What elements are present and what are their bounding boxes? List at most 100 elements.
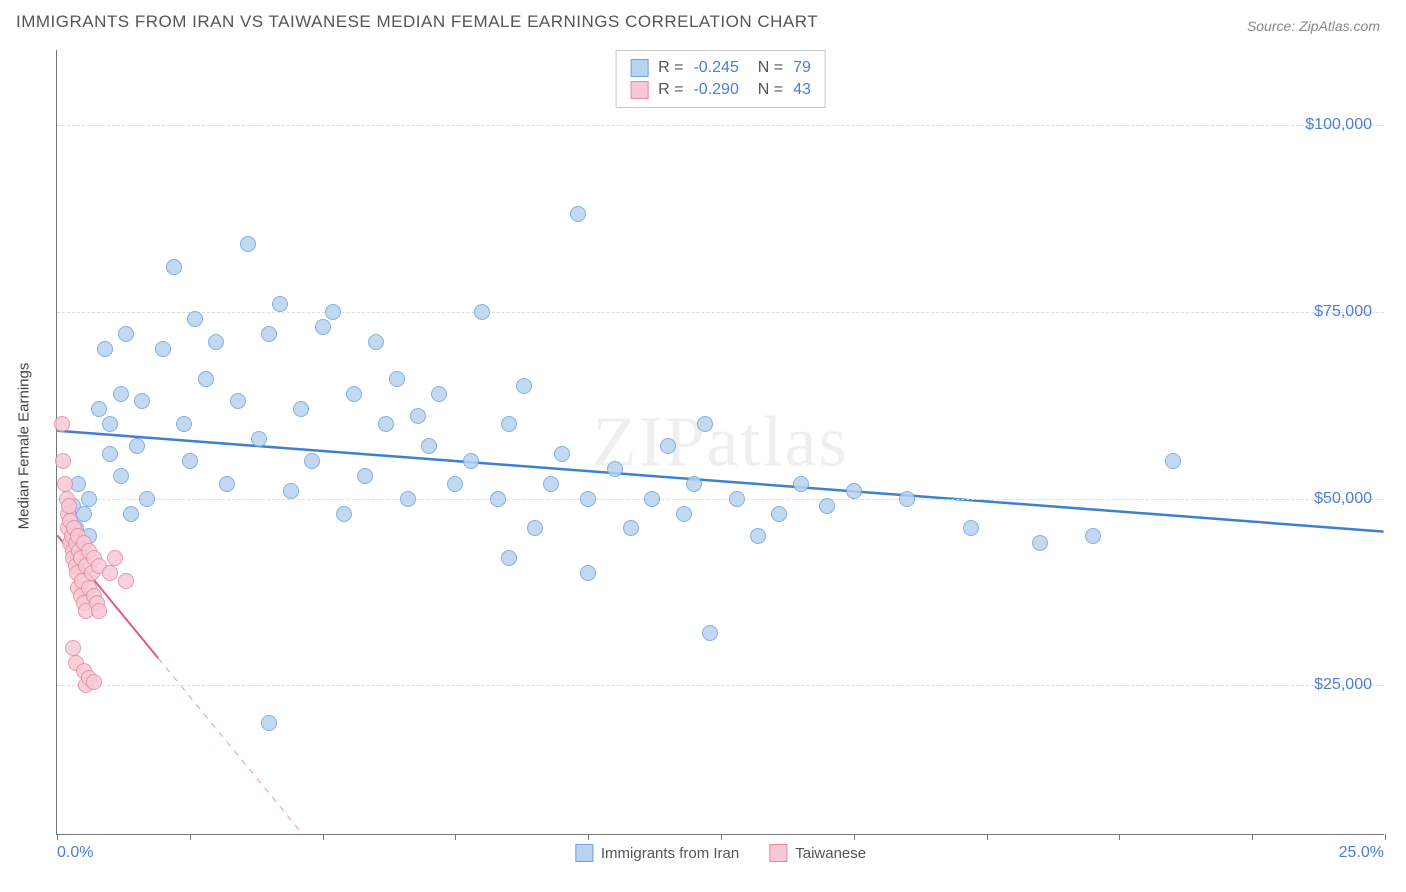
- data-point: [240, 236, 256, 252]
- data-point: [1165, 453, 1181, 469]
- data-point: [793, 476, 809, 492]
- x-tick-mark: [1385, 834, 1386, 840]
- n-label: N =: [749, 59, 783, 77]
- data-point: [65, 640, 81, 656]
- data-point: [261, 326, 277, 342]
- data-point: [580, 491, 596, 507]
- data-point: [113, 468, 129, 484]
- data-point: [410, 408, 426, 424]
- data-point: [230, 393, 246, 409]
- legend-item: Immigrants from Iran: [575, 844, 739, 862]
- r-value: -0.290: [693, 81, 738, 99]
- data-point: [129, 438, 145, 454]
- n-value: 43: [793, 81, 811, 99]
- data-point: [346, 386, 362, 402]
- data-point: [315, 319, 331, 335]
- data-point: [660, 438, 676, 454]
- data-point: [57, 476, 73, 492]
- x-tick-mark: [721, 834, 722, 840]
- y-tick-label: $75,000: [1314, 303, 1372, 321]
- data-point: [182, 453, 198, 469]
- data-point: [97, 341, 113, 357]
- data-point: [176, 416, 192, 432]
- r-value: -0.245: [693, 59, 738, 77]
- data-point: [697, 416, 713, 432]
- series-swatch: [630, 81, 648, 99]
- gridline: [57, 125, 1384, 126]
- n-value: 79: [793, 59, 811, 77]
- data-point: [283, 483, 299, 499]
- correlation-stats-box: R = -0.245 N = 79 R = -0.290 N = 43: [615, 50, 826, 108]
- data-point: [272, 296, 288, 312]
- stats-row: R = -0.245 N = 79: [630, 57, 811, 79]
- data-point: [91, 401, 107, 417]
- data-point: [501, 416, 517, 432]
- data-point: [107, 550, 123, 566]
- data-point: [113, 386, 129, 402]
- x-tick-mark: [190, 834, 191, 840]
- data-point: [251, 431, 267, 447]
- data-point: [899, 491, 915, 507]
- x-axis-min-label: 0.0%: [57, 844, 93, 862]
- y-tick-label: $50,000: [1314, 490, 1372, 508]
- data-point: [490, 491, 506, 507]
- data-point: [61, 498, 77, 514]
- x-tick-mark: [588, 834, 589, 840]
- data-point: [91, 603, 107, 619]
- n-label: N =: [749, 81, 783, 99]
- data-point: [261, 715, 277, 731]
- source-credit: Source: ZipAtlas.com: [1247, 18, 1380, 34]
- data-point: [750, 528, 766, 544]
- data-point: [198, 371, 214, 387]
- data-point: [447, 476, 463, 492]
- data-point: [644, 491, 660, 507]
- data-point: [54, 416, 70, 432]
- data-point: [219, 476, 235, 492]
- legend-label: Immigrants from Iran: [601, 845, 739, 862]
- gridline: [57, 312, 1384, 313]
- data-point: [55, 453, 71, 469]
- data-point: [400, 491, 416, 507]
- data-point: [102, 416, 118, 432]
- legend-item: Taiwanese: [769, 844, 866, 862]
- y-axis-title: Median Female Earnings: [16, 363, 33, 530]
- series-swatch: [630, 59, 648, 77]
- data-point: [729, 491, 745, 507]
- data-point: [527, 520, 543, 536]
- data-point: [389, 371, 405, 387]
- data-point: [580, 565, 596, 581]
- x-tick-mark: [323, 834, 324, 840]
- x-tick-mark: [1252, 834, 1253, 840]
- data-point: [155, 341, 171, 357]
- r-label: R =: [658, 81, 683, 99]
- data-point: [139, 491, 155, 507]
- x-tick-mark: [854, 834, 855, 840]
- x-tick-mark: [57, 834, 58, 840]
- correlation-chart: IMMIGRANTS FROM IRAN VS TAIWANESE MEDIAN…: [8, 8, 1398, 884]
- data-point: [208, 334, 224, 350]
- x-tick-mark: [455, 834, 456, 840]
- data-point: [118, 326, 134, 342]
- watermark: ZIPatlas: [593, 401, 849, 484]
- data-point: [474, 304, 490, 320]
- data-point: [570, 206, 586, 222]
- data-point: [293, 401, 309, 417]
- data-point: [368, 334, 384, 350]
- x-axis-max-label: 25.0%: [1339, 844, 1384, 862]
- chart-title: IMMIGRANTS FROM IRAN VS TAIWANESE MEDIAN…: [16, 12, 818, 32]
- data-point: [963, 520, 979, 536]
- data-point: [846, 483, 862, 499]
- data-point: [304, 453, 320, 469]
- chart-legend: Immigrants from Iran Taiwanese: [575, 844, 866, 862]
- data-point: [336, 506, 352, 522]
- legend-swatch: [769, 844, 787, 862]
- data-point: [1085, 528, 1101, 544]
- plot-area: ZIPatlas R = -0.245 N = 79 R = -0.290 N =…: [56, 50, 1384, 835]
- data-point: [86, 674, 102, 690]
- data-point: [431, 386, 447, 402]
- gridline: [57, 499, 1384, 500]
- data-point: [118, 573, 134, 589]
- data-point: [421, 438, 437, 454]
- data-point: [463, 453, 479, 469]
- data-point: [623, 520, 639, 536]
